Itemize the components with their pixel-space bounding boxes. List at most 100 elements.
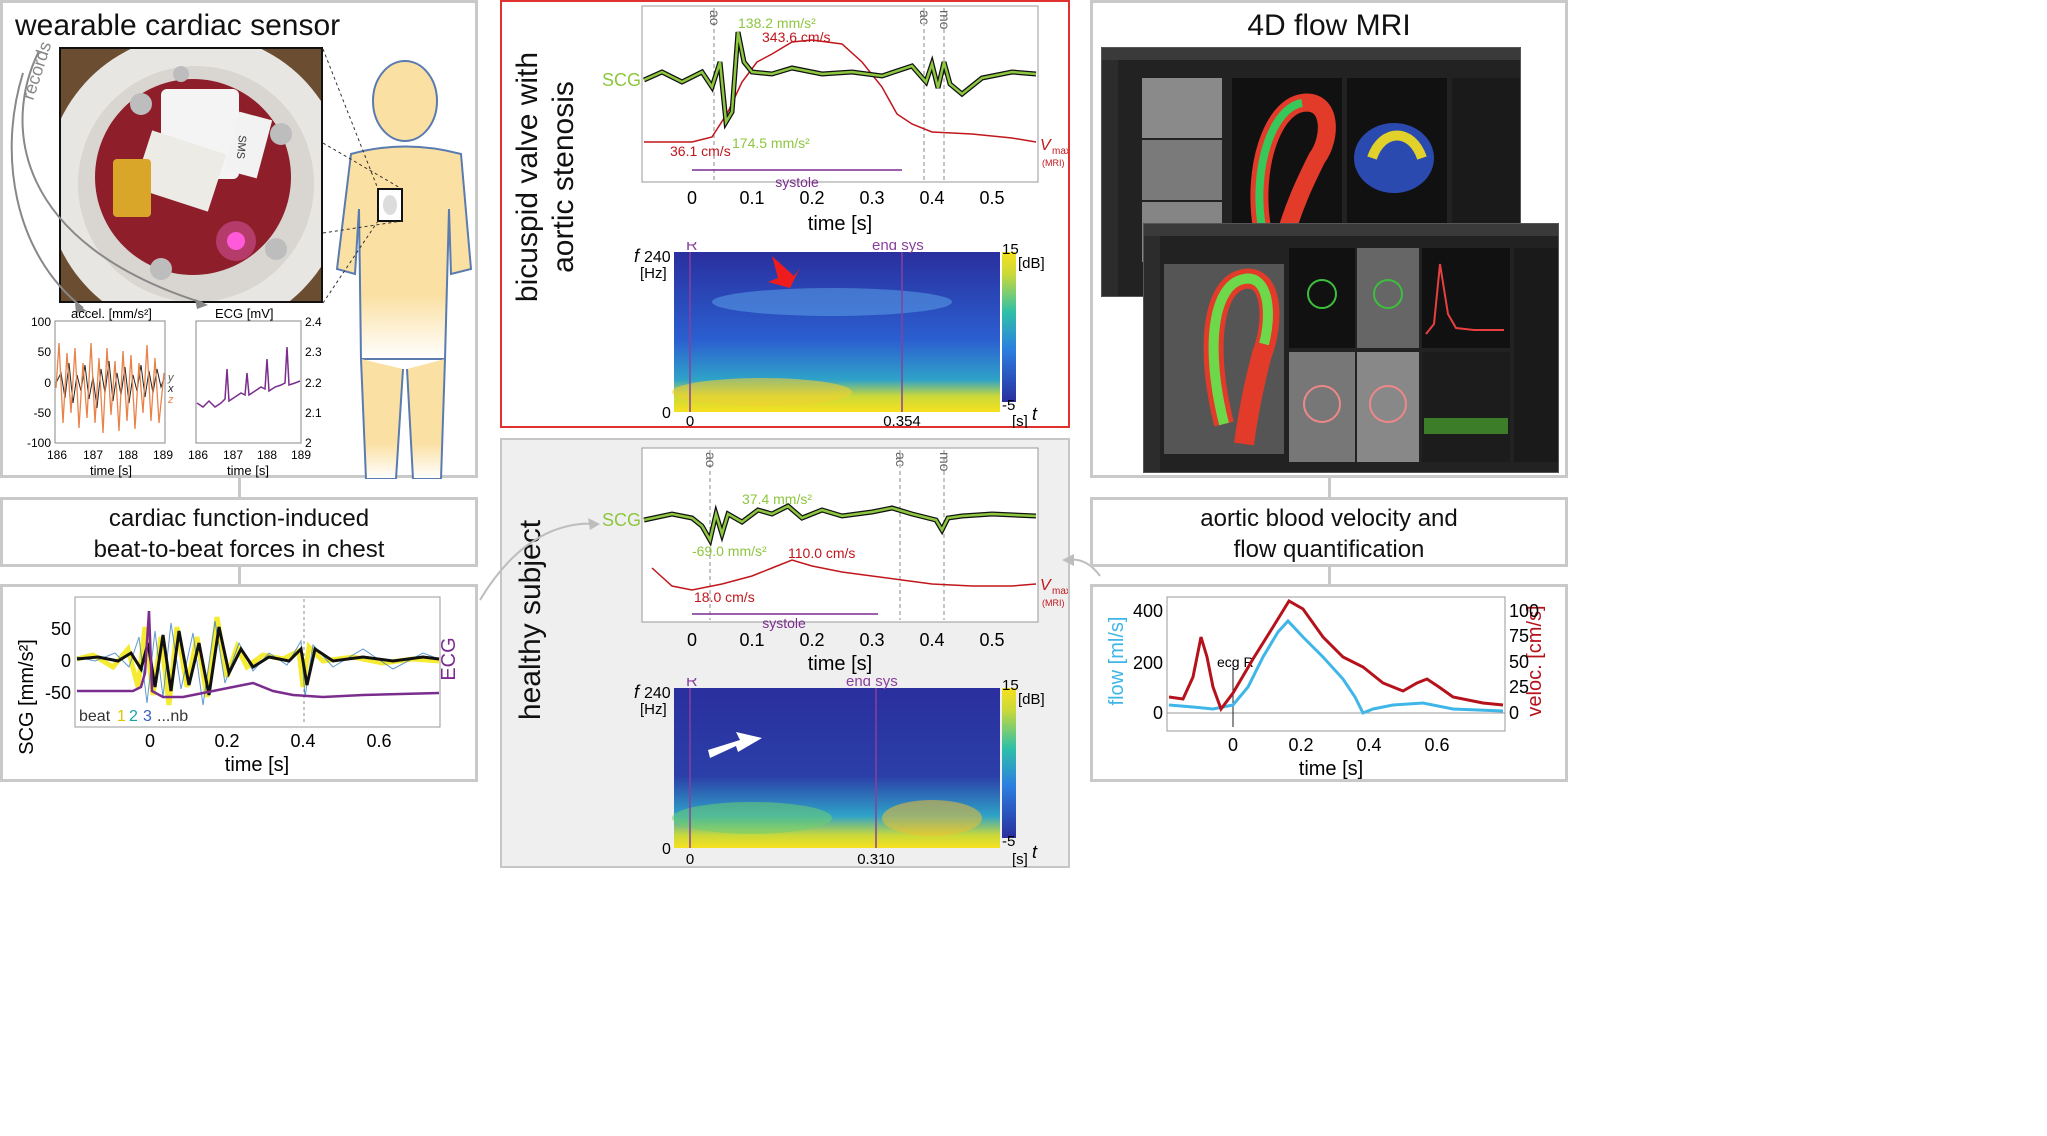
healthy-ann-peak-neg: -69.0 mm/s² (692, 543, 767, 559)
ecg-xtick: 189 (291, 448, 311, 462)
mri-front-illustration (1144, 224, 1558, 472)
connector-right-2 (1328, 567, 1331, 585)
cross-arrows (479, 518, 1101, 601)
stenosis-spec-xstart: 0 (686, 413, 694, 428)
scg-ecg-label: ECG (438, 637, 460, 680)
healthy-cb-min: -5 (1002, 833, 1015, 850)
flow-ytick-right: 50 (1509, 652, 1529, 672)
stenosis-cb-max: 15 (1002, 242, 1019, 258)
connector-left-1 (238, 478, 241, 498)
flow-ylabel-left: flow [ml/s] (1106, 617, 1128, 706)
ecg-xtick: 187 (223, 448, 243, 462)
stenosis-label-line1: bicuspid valve with (511, 51, 544, 303)
stenosis-vmax-sub: max (1052, 146, 1068, 157)
scg-beat-2: 2 (129, 708, 138, 725)
healthy-x-ticks: 0 0.1 0.2 0.3 0.4 0.5 (687, 630, 1005, 650)
stenosis-marker-ao: ao (707, 10, 723, 26)
flow-trace (1168, 618, 1504, 715)
healthy-cb-unit: [dB] (1018, 691, 1045, 708)
healthy-scg-trace-green (643, 504, 1037, 544)
accel-title: accel. [mm/s²] (71, 306, 152, 321)
left-caption-line2: beat-to-beat forces in chest (93, 536, 385, 563)
accel-legend-x: x (167, 383, 174, 395)
mri-screenshot-front (1143, 223, 1559, 473)
stenosis-marker-mo: mo (937, 10, 953, 30)
ecg-x-ticks: 186 187 188 189 (188, 448, 311, 462)
healthy-spec-t: t (1032, 842, 1038, 862)
healthy-systole-label: systole (762, 615, 806, 631)
stenosis-spec-xend: 0.354 (883, 413, 921, 428)
stenosis-cb-min: -5 (1002, 397, 1015, 414)
accel-y-ticks: 100 50 0 -50 -100 (27, 315, 51, 450)
healthy-spec-f: f (634, 682, 641, 702)
scg-ytick: 0 (61, 651, 71, 671)
stenosis-xtick: 0.2 (799, 188, 824, 208)
flow-xtick: 0 (1228, 735, 1238, 755)
flow-y-right-ticks: 100 75 50 25 0 (1509, 601, 1539, 723)
flow-ytick-right: 100 (1509, 601, 1539, 621)
healthy-ann-vmax-base: 18.0 cm/s (694, 589, 755, 605)
scg-beats-ylabel: SCG [mm/s²] (16, 639, 38, 755)
stenosis-ann-vmax-base: 36.1 cm/s (670, 143, 731, 159)
healthy-xtick: 0.1 (739, 630, 764, 650)
healthy-vmax-trace (651, 559, 1037, 591)
sensor-device-illustration: SMS (61, 49, 321, 301)
flow-ytick-left: 0 (1153, 703, 1163, 723)
accel-xtick: 186 (47, 448, 67, 462)
stenosis-spec-ytop: 240 (644, 249, 671, 266)
healthy-ann-peak-pos: 37.4 mm/s² (742, 491, 812, 507)
stenosis-scg-trace-green (643, 31, 1037, 126)
stenosis-spec-yunit: [Hz] (640, 265, 667, 282)
scg-mean-trace (76, 626, 440, 696)
accel-chart: accel. [mm/s²] 100 50 0 -50 -100 186 187… (27, 306, 322, 478)
scg-beats-y-ticks: 50 0 -50 (45, 619, 71, 703)
healthy-marker-mo: mo (937, 452, 953, 472)
scg-beat-n: ...nb (157, 708, 188, 725)
healthy-scg-chart: ao ac mo SCG 37.4 mm/s² -69.0 mm/s² 110.… (602, 447, 1068, 675)
records-arrow: records (10, 39, 208, 313)
stenosis-spectrogram: f 240 [Hz] 0 R end sys 0 0.354 [s] t 15 … (634, 242, 1045, 428)
stenosis-marker-ac: ac (917, 10, 933, 25)
flow-ytick-left: 200 (1133, 653, 1163, 673)
scg-beats-chart: SCG [mm/s²] 50 0 -50 0 0.2 0.4 0.6 time … (16, 596, 460, 776)
accel-trace-x (55, 360, 165, 409)
healthy-marker-ac: ac (893, 452, 909, 467)
healthy-spec-yzero: 0 (662, 841, 671, 858)
accel-ytick: -100 (27, 436, 51, 450)
connector-left-2 (238, 567, 241, 585)
ecg-xtick: 186 (188, 448, 208, 462)
stenosis-xtick: 0.4 (919, 188, 944, 208)
healthy-xtick: 0.2 (799, 630, 824, 650)
stenosis-spec-endsys: end sys (872, 242, 924, 254)
healthy-spectrogram: f 240 [Hz] 0 R end sys 0 0.310 [s] t 15 … (634, 678, 1045, 868)
flow-panel: flow [ml/s] veloc. [cm/s] 400 200 0 100 … (1090, 584, 1568, 782)
ecg-ytick: 2.3 (305, 345, 322, 359)
scg-beat-1: 1 (117, 708, 126, 725)
scg-ytick: 50 (51, 619, 71, 639)
healthy-spec-endsys: end sys (846, 678, 898, 690)
stenosis-xtick: 0 (687, 188, 697, 208)
stenosis-scg-label: SCG (602, 70, 641, 90)
flow-ytick-right: 25 (1509, 677, 1529, 697)
flow-y-left-ticks: 400 200 0 (1133, 601, 1163, 723)
scg-xtick: 0 (145, 731, 155, 751)
healthy-vmax-sub: max (1052, 586, 1068, 597)
scg-ecg-trace (77, 610, 440, 699)
ecg-ytick: 2.4 (305, 315, 322, 329)
stenosis-systole-label: systole (775, 174, 819, 190)
accel-xtick: 187 (83, 448, 103, 462)
accel-ytick: -50 (34, 406, 52, 420)
scg-beats-xlabel: time [s] (225, 754, 289, 776)
ecg-title: ECG [mV] (215, 306, 274, 321)
healthy-spec-tunit: [s] (1012, 851, 1028, 868)
accel-legend-y: y (167, 372, 175, 384)
scg-beats-panel: SCG [mm/s²] 50 0 -50 0 0.2 0.4 0.6 time … (0, 584, 478, 782)
stenosis-label-line2: aortic stenosis (547, 81, 580, 273)
stenosis-red-arrow (768, 256, 800, 288)
flow-ytick-right: 75 (1509, 626, 1529, 646)
healthy-white-arrow (708, 732, 762, 758)
healthy-xtick: 0.5 (979, 630, 1004, 650)
scg-beat-prefix: beat (79, 708, 111, 725)
flow-ytick-right: 0 (1509, 703, 1519, 723)
healthy-cb-max: 15 (1002, 678, 1019, 694)
